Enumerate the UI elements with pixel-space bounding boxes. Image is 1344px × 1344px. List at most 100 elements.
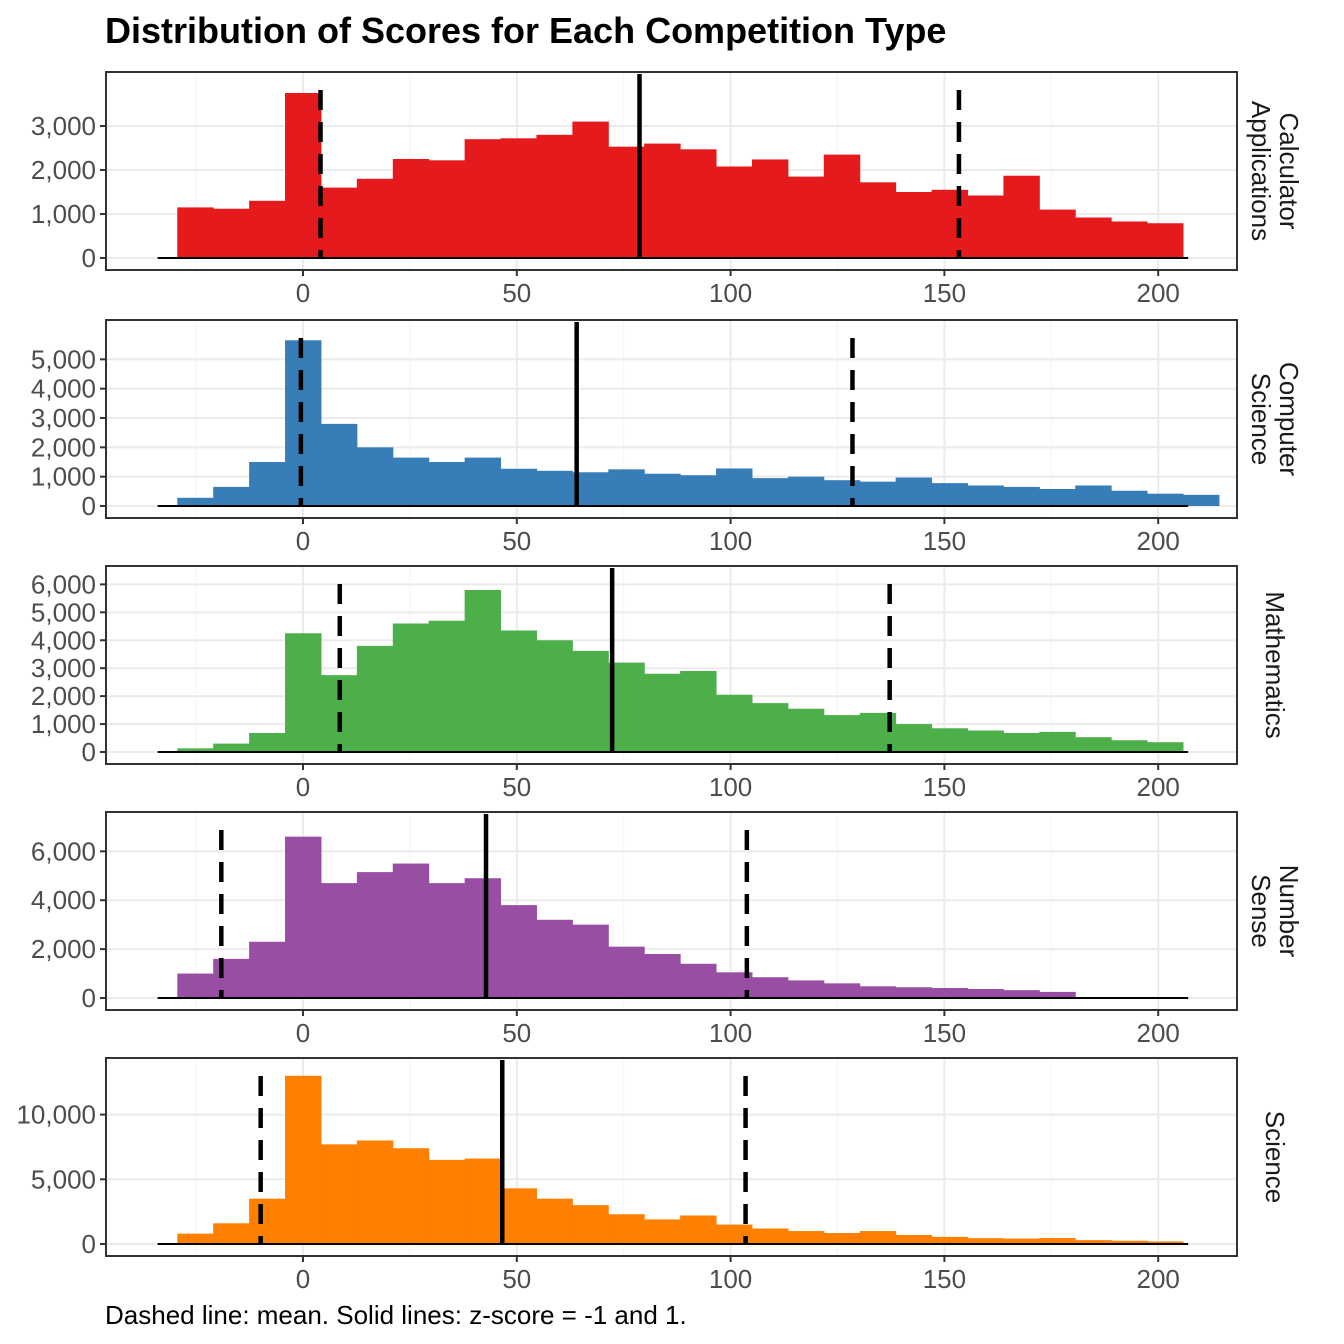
histogram-bar — [572, 1205, 609, 1244]
histogram-bar — [500, 1188, 537, 1244]
histogram-bar — [500, 630, 537, 752]
x-tick-label: 200 — [1137, 526, 1180, 556]
histogram-bar — [428, 160, 466, 258]
y-tick-label: 2,000 — [31, 432, 96, 462]
histogram-bar — [716, 468, 753, 506]
histogram-bar — [285, 93, 322, 258]
y-tick-label: 0 — [82, 1229, 96, 1259]
histogram-bar — [500, 138, 537, 258]
y-tick-label: 1,000 — [31, 199, 96, 229]
histogram-bar — [1111, 740, 1148, 752]
histogram-bar — [428, 883, 466, 998]
y-tick-label: 2,000 — [31, 155, 96, 185]
y-tick-label: 3,000 — [31, 403, 96, 433]
x-tick-label: 100 — [709, 1264, 752, 1294]
x-tick-label: 100 — [709, 1018, 752, 1048]
panel-science: 0 5,000 10,000 0 50 100 150 200 Science — [16, 1057, 1290, 1294]
histogram-bar — [213, 958, 250, 998]
histogram-bar — [680, 963, 717, 998]
x-tick-label: 50 — [502, 772, 531, 802]
x-tick-label: 0 — [296, 526, 310, 556]
x-tick-label: 100 — [709, 526, 752, 556]
panel-border — [105, 1057, 1238, 1257]
histogram-bar — [177, 973, 214, 998]
histogram-bar — [680, 149, 717, 258]
x-tick-label: 100 — [709, 772, 752, 802]
y-tick-label: 2,000 — [31, 934, 96, 964]
histogram-bar — [895, 477, 933, 506]
histogram-bar — [1111, 490, 1148, 506]
panel-strip-label: ComputerScience — [1246, 362, 1304, 476]
histogram-bar — [356, 1140, 394, 1244]
histogram-bar — [967, 195, 1004, 258]
histogram-bar — [823, 480, 861, 506]
strip-label-line: Computer — [1274, 362, 1304, 476]
histogram-bar — [823, 1233, 861, 1244]
x-tick-label: 200 — [1137, 278, 1180, 308]
strip-label-line: Number — [1274, 865, 1304, 958]
histogram-bar — [895, 987, 933, 998]
histogram-bar — [320, 187, 358, 258]
histogram-bar — [285, 836, 322, 998]
histogram-bar — [1039, 731, 1076, 752]
histogram-bar — [931, 728, 968, 752]
y-tick-label: 3,000 — [31, 653, 96, 683]
histogram-bar — [1003, 175, 1040, 258]
histogram-bar — [464, 139, 502, 258]
histogram-bar — [895, 192, 933, 258]
histogram-bar — [823, 983, 861, 998]
panel-strip-label: NumberSense — [1246, 865, 1304, 958]
histogram-bar — [464, 878, 502, 998]
histogram-bar — [859, 1231, 897, 1244]
histogram-bar — [680, 475, 717, 506]
histogram-bar — [1003, 486, 1040, 506]
panel-number-sense: 0 2,000 4,000 6,000 0 50 100 150 200 NumberSense — [31, 811, 1304, 1048]
strip-label-line: Sense — [1246, 874, 1276, 948]
x-tick-label: 100 — [709, 278, 752, 308]
histogram-bar — [716, 166, 753, 258]
histogram-bar — [967, 988, 1004, 998]
histogram-bar — [787, 476, 825, 506]
histogram-bar — [716, 694, 753, 752]
histogram-bar — [249, 200, 286, 258]
histogram-bar — [895, 724, 933, 752]
histogram-bar — [751, 159, 789, 258]
x-tick-label: 200 — [1137, 772, 1180, 802]
panel-strip-label: Science — [1260, 1111, 1290, 1204]
histogram-bar — [1039, 991, 1076, 998]
y-tick-label: 4,000 — [31, 885, 96, 915]
y-tick-label: 0 — [82, 243, 96, 273]
histogram-bar — [285, 340, 322, 506]
histogram-bar — [751, 1228, 789, 1244]
histogram-bar — [967, 485, 1004, 506]
histogram-bar — [1039, 209, 1076, 258]
histogram-bar — [644, 143, 681, 258]
histogram-bar — [787, 708, 825, 752]
histogram-bar — [428, 620, 466, 752]
histogram-bar — [356, 645, 394, 752]
histogram-bar — [751, 977, 789, 998]
histogram-bar — [500, 468, 537, 506]
histogram-bar — [392, 457, 430, 506]
histogram-bar — [1039, 1238, 1076, 1244]
histogram-bar — [931, 987, 968, 998]
x-tick-label: 150 — [923, 1264, 966, 1294]
histogram-bar — [428, 462, 466, 506]
histogram-bar — [680, 670, 717, 752]
histogram-bar — [1183, 494, 1220, 506]
histogram-bar — [751, 478, 789, 506]
panel-strip-label: CalculatorApplications — [1246, 101, 1304, 241]
histogram-bar — [1147, 493, 1184, 506]
histogram-bar — [608, 1214, 645, 1244]
histogram-bar — [931, 483, 968, 506]
y-tick-label: 4,000 — [31, 625, 96, 655]
histogram-bar — [572, 650, 609, 752]
y-tick-label: 6,000 — [31, 836, 96, 866]
histogram-bar — [1147, 742, 1184, 752]
histogram-bar — [644, 1219, 681, 1244]
histogram-bar — [572, 924, 609, 998]
y-tick-label: 4,000 — [31, 374, 96, 404]
x-tick-label: 150 — [923, 772, 966, 802]
histogram-bar — [392, 863, 430, 998]
histogram-bar — [1111, 1240, 1148, 1244]
